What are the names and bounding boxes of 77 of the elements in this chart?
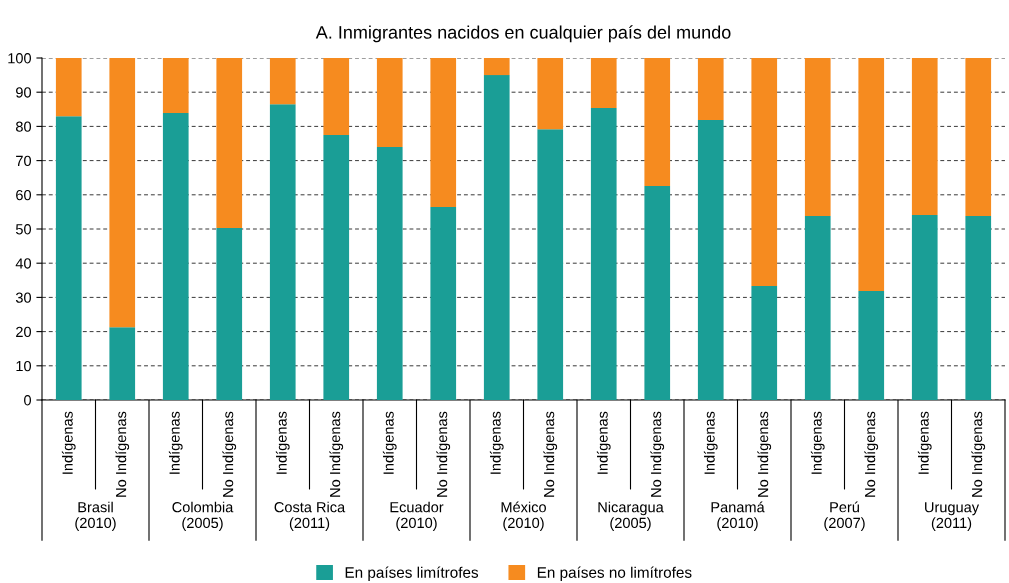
x-tick-label: Indígenas xyxy=(382,411,397,474)
bar xyxy=(216,227,243,400)
x-tick-label: Indígenas xyxy=(596,411,611,474)
x-tick-label: No Indígenas xyxy=(329,411,344,497)
bar xyxy=(911,58,938,215)
y-tick-label: 0 xyxy=(24,395,32,406)
bar xyxy=(55,58,82,117)
bar xyxy=(430,207,457,400)
bar xyxy=(697,119,724,400)
y-tick-label: 30 xyxy=(15,292,32,303)
bar xyxy=(109,327,136,400)
x-tick-label: Indígenas xyxy=(489,411,504,474)
chart-title: A. Inmigrantes nacidos en cualquier país del mundo xyxy=(315,25,731,43)
bar xyxy=(911,214,938,400)
bar xyxy=(804,58,831,216)
x-tick-label: No Indígenas xyxy=(115,411,130,497)
bar xyxy=(751,58,778,287)
x-tick-label: Indígenas xyxy=(168,411,183,474)
bar xyxy=(965,58,992,216)
y-tick-label: 10 xyxy=(16,360,32,372)
bar xyxy=(269,58,296,105)
x-tick-label: Indígenas xyxy=(703,411,718,474)
bar xyxy=(162,58,189,114)
legend-label: En países limítrofes xyxy=(345,566,479,581)
bar xyxy=(269,104,296,400)
bar xyxy=(430,58,457,208)
text: Uruguay (2011) xyxy=(925,502,980,531)
bar xyxy=(109,58,136,328)
bar xyxy=(590,107,617,400)
bar xyxy=(644,185,671,400)
y-tick-label: 90 xyxy=(16,87,32,98)
bar xyxy=(323,134,350,400)
x-tick-label: No Indígenas xyxy=(757,411,772,497)
y-tick-label: 20 xyxy=(16,326,32,338)
y-tick-label: 100 xyxy=(8,53,32,64)
y-tick-label: 80 xyxy=(16,121,32,132)
x-tick-label: No Indígenas xyxy=(864,411,879,497)
x-tick-label: Indígenas xyxy=(810,411,825,474)
x-tick-label: No Indígenas xyxy=(650,411,665,497)
bar xyxy=(376,58,403,147)
bar xyxy=(376,146,403,400)
bar xyxy=(644,58,671,186)
bar xyxy=(55,116,82,400)
text: Perú (2007) xyxy=(824,501,865,531)
bar xyxy=(162,113,189,400)
x-tick-label: No Indígenas xyxy=(222,411,237,497)
y-tick-label: 50 xyxy=(15,224,32,235)
bar xyxy=(751,286,778,400)
x-tick-label: No Indígenas xyxy=(436,411,451,497)
y-tick-label: 40 xyxy=(15,258,32,269)
bar xyxy=(858,290,885,400)
bar xyxy=(697,58,724,120)
text: Nicaragua (2005) xyxy=(598,501,664,531)
bar xyxy=(804,216,831,400)
text: Ecuador (2010) xyxy=(390,501,444,531)
bar xyxy=(965,216,992,400)
x-tick-label: Indígenas xyxy=(61,411,76,474)
text: Costa Rica (2011) xyxy=(274,501,346,531)
text: Panamá (2010) xyxy=(711,501,765,531)
bar xyxy=(537,58,564,130)
bar xyxy=(216,58,243,228)
text: México (2010) xyxy=(501,501,546,531)
legend-label: En países no limítrofes xyxy=(537,566,692,581)
bar xyxy=(483,75,510,400)
text: Colombia (2005) xyxy=(172,501,234,531)
bar xyxy=(483,58,510,76)
bar xyxy=(590,58,617,108)
bar xyxy=(858,58,885,291)
bar xyxy=(537,129,564,400)
y-tick-label: 60 xyxy=(16,189,32,201)
bar xyxy=(323,58,350,135)
text: Brasil (2010) xyxy=(75,501,116,531)
y-tick-label: 70 xyxy=(16,155,32,167)
x-tick-label: No Indígenas xyxy=(971,411,986,497)
x-tick-label: No Indígenas xyxy=(543,411,558,497)
x-tick-label: Indígenas xyxy=(275,411,290,474)
x-tick-label: Indígenas xyxy=(917,411,932,474)
